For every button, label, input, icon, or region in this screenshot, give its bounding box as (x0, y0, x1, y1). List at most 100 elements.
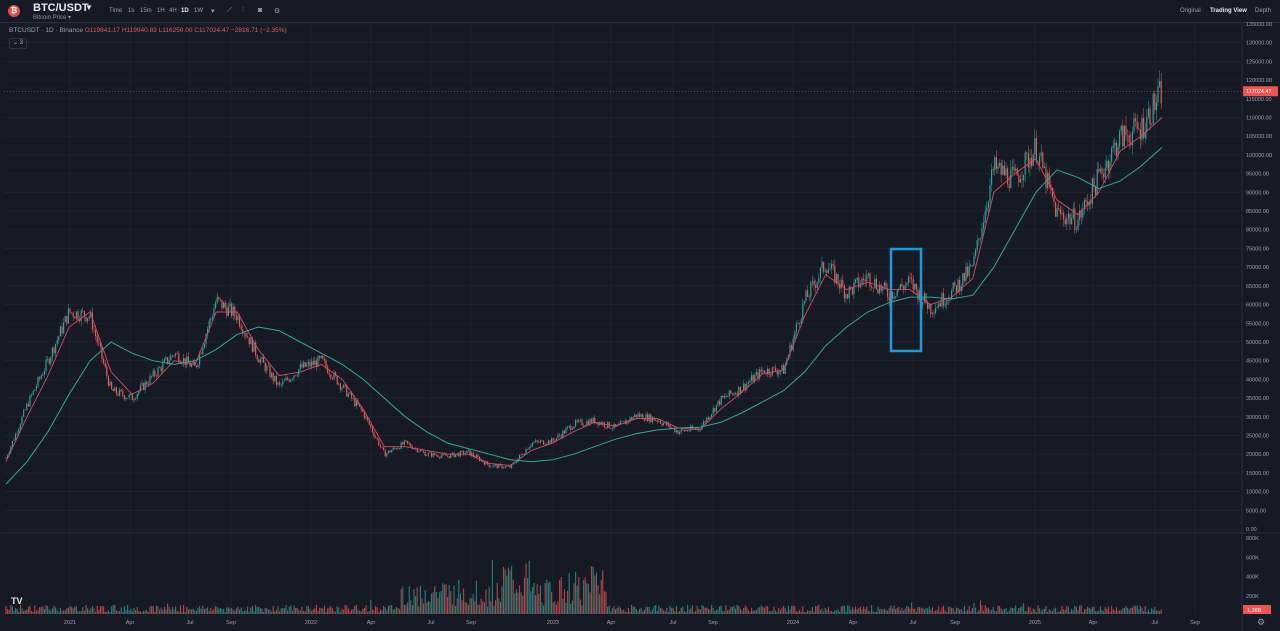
timeframe-1d[interactable]: 1D (181, 8, 189, 14)
volume-bar (354, 606, 356, 614)
volume-bar (378, 611, 380, 614)
candle-body (375, 436, 377, 438)
candle-body (368, 419, 370, 425)
x-tick-label: 2022 (305, 620, 317, 626)
volume-bar (58, 611, 60, 614)
candle-body (202, 348, 204, 354)
candle-body (648, 414, 650, 422)
volume-bar (507, 567, 509, 614)
candle-body (135, 398, 137, 400)
view-trading-view[interactable]: Trading View (1210, 8, 1247, 14)
indicators-icon[interactable]: ⟋ (227, 7, 232, 14)
volume-bar (994, 610, 996, 614)
candle-body (573, 426, 575, 429)
volume-bar (898, 607, 900, 614)
candle-body (533, 442, 535, 443)
volume-bar (365, 605, 367, 614)
more-timeframes-icon[interactable]: ▾ (211, 8, 215, 15)
volume-bar (666, 608, 668, 614)
candle-body (107, 375, 109, 386)
candle-body (1085, 200, 1087, 202)
candle-body (1143, 117, 1145, 138)
candle-body (744, 383, 746, 390)
candle-body (637, 413, 639, 417)
volume-bar (746, 607, 748, 614)
volume-bar (13, 610, 15, 614)
candle-body (389, 450, 391, 453)
volume-bar (31, 611, 33, 614)
candle-body (223, 302, 225, 309)
candle-body (917, 289, 919, 300)
candle-body (861, 278, 863, 285)
snapshot-icon[interactable]: ◙ (258, 7, 263, 14)
volume-bar (506, 575, 508, 614)
symbol-subtitle[interactable]: Bitcoin Price ▾ (33, 15, 72, 21)
chart-settings-icon[interactable]: ⚙ (1257, 617, 1266, 627)
volume-bar (954, 611, 956, 614)
view-original[interactable]: Original (1180, 8, 1201, 14)
volume-bar (1069, 611, 1071, 614)
symbol-title[interactable]: BTC/USDT (33, 2, 89, 14)
candle-body (1090, 201, 1092, 204)
volume-bar (1005, 608, 1007, 614)
volume-bar (747, 610, 749, 614)
candle-body (735, 393, 737, 395)
volume-bar (523, 577, 525, 614)
volume-bar (768, 611, 770, 614)
candle-body (405, 440, 407, 442)
volume-bar (1090, 609, 1092, 614)
volume-bar (579, 599, 581, 614)
volume-bar (229, 608, 231, 614)
candle-body (840, 279, 842, 289)
volume-bar (1154, 606, 1156, 614)
timeframe-15m[interactable]: 15m (140, 8, 152, 14)
volume-bar (56, 610, 58, 614)
volume-bar (130, 608, 132, 614)
volume-bar (821, 608, 823, 614)
candle-body (432, 453, 434, 457)
view-depth[interactable]: Depth (1255, 8, 1272, 14)
candle-body (984, 211, 986, 223)
candle-body (104, 363, 106, 367)
timeframe-1h[interactable]: 1H (157, 8, 165, 14)
timeframe-1s[interactable]: 1s (128, 8, 135, 14)
candle-body (187, 356, 189, 363)
candle-body (863, 278, 865, 280)
volume-bar (1130, 607, 1132, 614)
volume-bar (338, 607, 340, 614)
volume-bar (1101, 610, 1103, 614)
volume-bar (347, 608, 349, 614)
volume-bar (1035, 611, 1037, 614)
candle-body (789, 345, 791, 356)
chart-type-icon[interactable]: ⫶ (242, 7, 244, 14)
symbol-dropdown-icon[interactable]: ▼ (85, 3, 93, 12)
candle-body (1064, 219, 1066, 225)
candle-body (495, 464, 497, 466)
candle-body (85, 316, 87, 322)
volume-bar (79, 611, 81, 614)
candle-body (714, 408, 716, 412)
volume-bar (483, 602, 485, 614)
volume-bar (1111, 606, 1113, 614)
candle-body (288, 379, 290, 382)
volume-bar (453, 585, 455, 614)
timeframe-1w[interactable]: 1W (194, 8, 203, 14)
volume-bar (907, 606, 909, 614)
volume-bar (443, 584, 445, 614)
candle-body (501, 464, 503, 469)
volume-bar (403, 604, 405, 614)
volume-bar (1000, 608, 1002, 614)
volume-bar (336, 606, 338, 614)
volume-bar (859, 606, 861, 614)
volume-bar (1149, 611, 1151, 614)
indicator-collapse-button[interactable]: ⌄ 3 (9, 38, 27, 49)
volume-bar (271, 611, 273, 614)
volume-bar (568, 573, 570, 614)
candle-body (968, 266, 970, 277)
timeframe-time[interactable]: Time (109, 8, 123, 14)
timeframe-4h[interactable]: 4H (169, 8, 177, 14)
candle-body (907, 277, 909, 284)
settings-icon[interactable]: ⚙ (274, 8, 281, 15)
volume-bar (115, 610, 117, 614)
